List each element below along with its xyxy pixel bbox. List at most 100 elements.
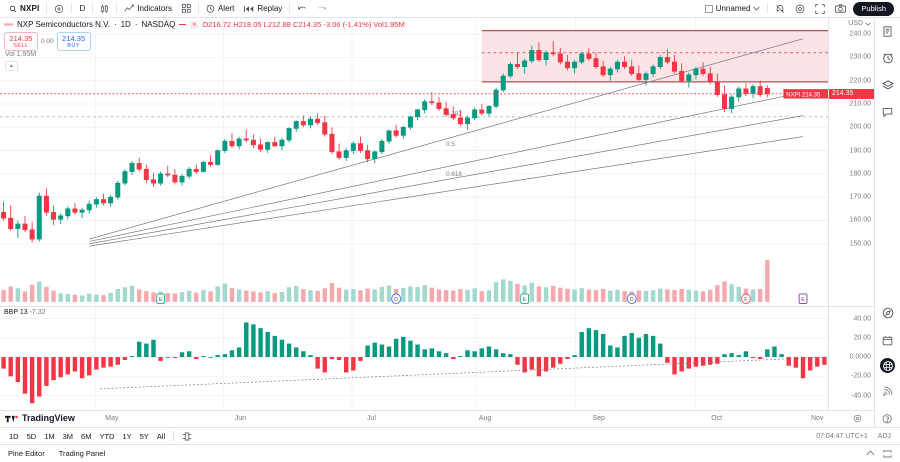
watchlist-icon[interactable] (879, 22, 897, 40)
volume-legend: Vol 1.95M (5, 51, 37, 58)
sell-button[interactable]: 214.35 SELL (4, 32, 38, 51)
fullscreen-icon (815, 3, 826, 14)
data-window-layers-icon[interactable] (879, 76, 897, 94)
svg-text:F: F (744, 297, 748, 303)
candlestick-type-icon (100, 4, 109, 14)
range-button-1d[interactable]: 1D (9, 431, 19, 441)
range-button-1y[interactable]: 1Y (122, 431, 132, 441)
range-button-5d[interactable]: 5D (26, 431, 37, 441)
close-label: C (292, 20, 299, 29)
footer-bar: Pine Editor Trading Panel (0, 444, 900, 462)
layout-checkbox[interactable] (704, 4, 713, 13)
open-value: 216.72 (208, 20, 232, 29)
range-button-ytd[interactable]: YTD (99, 431, 115, 441)
calendar-icon[interactable] (879, 331, 897, 349)
legend-collapse-button[interactable]: ▲ (5, 61, 18, 71)
tradingview-logo-icon (5, 413, 19, 423)
time-tick: Oct (711, 415, 723, 422)
svg-text:D: D (630, 297, 634, 303)
indicator-axis[interactable]: 40.00 20.00 0.0000 -20.00 -40.00 (828, 307, 874, 410)
session-clock: 07:04:47 UTC+1 (816, 432, 868, 440)
range-buttons: 1D 5D 1M 3M 6M YTD 1Y 5Y All (5, 430, 169, 442)
indicator-tick: 20.00 (853, 334, 871, 342)
broadcast-icon[interactable] (879, 382, 897, 400)
add-symbol-button[interactable] (49, 1, 69, 16)
divider (116, 3, 118, 14)
target-button[interactable] (790, 1, 810, 16)
legend-remove-icon[interactable] (190, 20, 199, 29)
price-tick: 220.00 (849, 77, 871, 85)
chevron-up-icon[interactable] (866, 449, 875, 458)
divider (46, 3, 48, 14)
indicators-button[interactable]: Indicators (119, 1, 177, 16)
ideas-compass-icon[interactable] (879, 304, 897, 322)
time-tick: Jul (366, 415, 376, 422)
price-tick: 230.00 (849, 53, 871, 61)
undo-button[interactable] (292, 1, 312, 16)
search-icon (9, 5, 17, 13)
chart-type-button[interactable] (95, 1, 114, 16)
layout-name-button[interactable]: Unnamed (700, 1, 766, 16)
svg-text:0.618: 0.618 (446, 171, 462, 178)
brand-name: TradingView (22, 413, 75, 423)
low-value: 212.88 (267, 20, 291, 29)
alert-label: Alert (217, 4, 235, 13)
price-axis-unit[interactable]: USD (848, 20, 871, 27)
maximize-panel-icon[interactable] (883, 450, 892, 458)
fullscreen-button[interactable] (810, 1, 830, 16)
price-tick: 160.00 (849, 216, 871, 224)
alert-button[interactable]: Alert (201, 1, 239, 16)
symbol-search-button[interactable]: NXPI (4, 1, 44, 16)
replay-button[interactable]: Replay (239, 1, 287, 16)
chevron-down-icon (753, 6, 760, 11)
indicator-tick: 0.0000 (849, 353, 871, 361)
buy-button[interactable]: 214.35 BUY (56, 32, 91, 51)
range-button-5y[interactable]: 5Y (139, 431, 149, 441)
indicator-plot[interactable] (0, 307, 828, 410)
chat-bubble-icon[interactable] (879, 103, 897, 121)
svg-text:0.5: 0.5 (446, 141, 455, 148)
tab-trading-panel[interactable]: Trading Panel (58, 449, 106, 458)
legend-hide-icon[interactable] (179, 24, 187, 25)
range-button-3m[interactable]: 3M (62, 431, 74, 441)
alerts-clock-icon[interactable] (879, 49, 897, 67)
range-button-6m[interactable]: 6M (81, 431, 92, 441)
unit-label: USD (848, 20, 863, 27)
time-axis[interactable]: May Jun Jul Aug Sep Oct Nov (0, 410, 874, 427)
chart-body: NXP Semiconductors N.V. · 1D · NASDAQ O2… (0, 18, 900, 427)
alert-clock-icon (206, 4, 215, 13)
date-range-button[interactable] (178, 430, 196, 442)
help-icon[interactable] (879, 409, 897, 427)
divider (92, 3, 94, 14)
redo-arrow-icon (317, 5, 327, 13)
publish-button[interactable]: Publish (853, 1, 894, 16)
indicator-name[interactable]: BBP 13 (4, 309, 28, 316)
magnet-button[interactable] (770, 1, 790, 16)
tab-pine-editor[interactable]: Pine Editor (8, 449, 45, 458)
redo-button[interactable] (312, 1, 332, 16)
adjustment-toggle[interactable]: ADJ (877, 432, 891, 440)
sell-price: 214.35 (9, 34, 33, 43)
apps-grid-icon[interactable] (880, 358, 895, 373)
price-axis[interactable]: USD 240.00 230.00 220.00 210.00 200.00 190.00… (828, 18, 874, 306)
legend-interval[interactable]: 1D (120, 20, 131, 29)
divider (197, 3, 199, 14)
open-label: O (202, 20, 209, 29)
range-button-all[interactable]: All (156, 431, 166, 441)
magnet-off-icon (775, 4, 785, 14)
price-tick: 200.00 (849, 123, 871, 131)
gear-icon[interactable] (853, 414, 862, 423)
layouts-button[interactable] (177, 1, 196, 16)
trade-widget: 214.35 SELL 0.00 214.35 BUY (4, 32, 91, 51)
spread-value: 0.00 (41, 38, 54, 45)
divider (173, 431, 175, 441)
legend-symbol-desc[interactable]: NXP Semiconductors N.V. (17, 20, 110, 29)
range-button-1m[interactable]: 1M (44, 431, 55, 441)
snapshot-button[interactable] (830, 1, 851, 16)
volume-value: 1.95M (383, 20, 405, 29)
indicators-icon (124, 4, 134, 13)
interval-button[interactable]: D (74, 1, 90, 16)
chart-legend: NXP Semiconductors N.V. · 1D · NASDAQ O2… (4, 20, 405, 29)
